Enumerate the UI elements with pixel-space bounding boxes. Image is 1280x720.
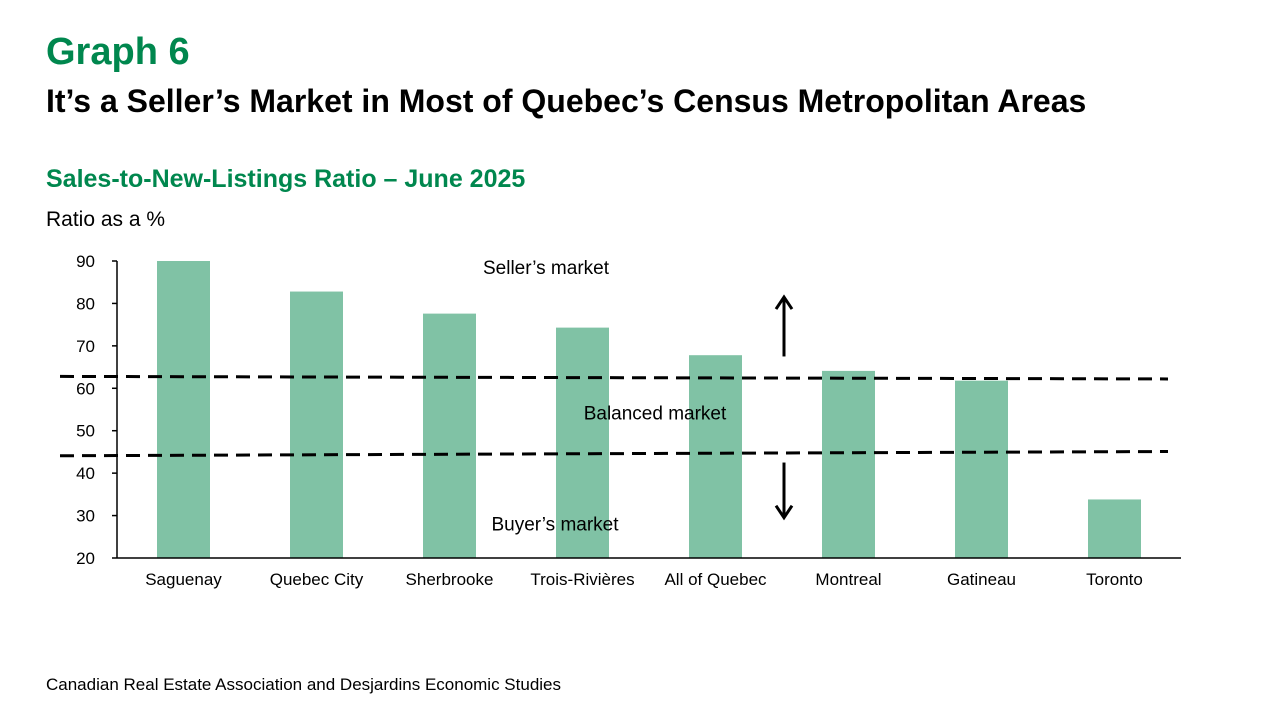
text-layer: 20 30 40 50 60 70 80 90 Saguenay Quebec City Sherb… xyxy=(76,252,1143,589)
x-tick-label-1: Quebec City xyxy=(270,570,364,589)
y-tick-label-7: 90 xyxy=(76,252,95,271)
x-tick-label-2: Sherbrooke xyxy=(406,570,494,589)
axis-layer xyxy=(112,260,1181,559)
y-tick-label-5: 70 xyxy=(76,337,95,356)
x-tick-label-6: Gatineau xyxy=(947,570,1016,589)
y-tick-label-4: 60 xyxy=(76,379,95,398)
bar-2 xyxy=(423,313,476,558)
buyer-market-label: Buyer’s market xyxy=(491,514,619,535)
x-tick-label-7: Toronto xyxy=(1086,570,1143,589)
bar-7 xyxy=(1088,499,1141,558)
y-tick-label-2: 40 xyxy=(76,464,95,483)
bar-6 xyxy=(955,380,1008,558)
arrow-up-icon xyxy=(774,294,794,357)
x-tick-label-3: Trois-Rivières xyxy=(530,570,634,589)
x-tick-label-4: All of Quebec xyxy=(664,570,767,589)
seller-market-label: Seller’s market xyxy=(483,258,610,279)
y-tick-label-0: 20 xyxy=(76,549,95,568)
y-tick-label-6: 80 xyxy=(76,294,95,313)
balanced-market-label: Balanced market xyxy=(584,403,727,424)
threshold-line-1 xyxy=(59,450,1169,458)
source-note: Canadian Real Estate Association and Des… xyxy=(46,675,562,694)
bars-layer xyxy=(157,261,1141,558)
y-axis-label: Ratio as a % xyxy=(46,208,166,231)
threshold-lines-layer xyxy=(59,294,1169,521)
y-tick-label-3: 50 xyxy=(76,422,95,441)
x-tick-label-5: Montreal xyxy=(815,570,881,589)
graph-number: Graph 6 xyxy=(46,31,190,73)
bar-3 xyxy=(556,327,609,558)
chart-title: Sales-to-New-Listings Ratio – June 2025 xyxy=(46,165,526,193)
arrow-down-icon xyxy=(774,462,794,521)
x-tick-label-0: Saguenay xyxy=(145,570,222,589)
bar-4 xyxy=(689,355,742,558)
bar-1 xyxy=(290,291,343,558)
y-tick-label-1: 30 xyxy=(76,507,95,526)
graph-title: It’s a Seller’s Market in Most of Quebec… xyxy=(46,83,1087,119)
bar-5 xyxy=(822,370,875,558)
bar-0 xyxy=(157,261,210,558)
threshold-line-0 xyxy=(59,374,1169,381)
